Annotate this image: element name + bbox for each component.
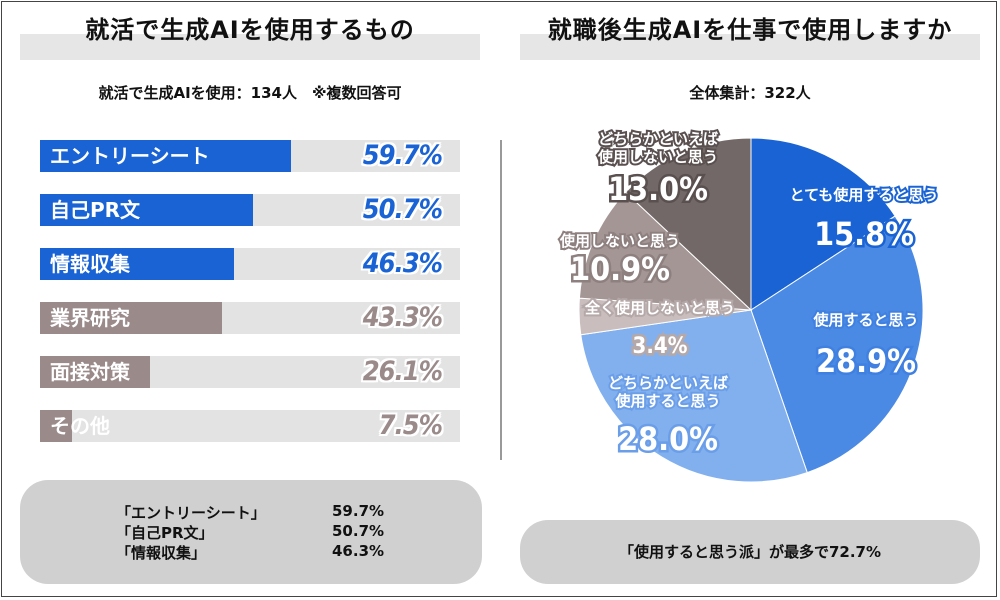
right-title: 就職後生成AIを仕事で使用しますか <box>547 16 953 44</box>
bar-row: エントリーシート 59.7% <box>40 140 460 172</box>
pie-value-label: 3.4% <box>633 334 688 359</box>
summary-label-0: 「エントリーシート」 <box>116 504 266 522</box>
right-subtitle: 全体集計：322人 <box>689 84 811 102</box>
bar <box>40 356 150 388</box>
pie-category-label: どちらかといえば <box>608 374 728 392</box>
bar-row: 業界研究 43.3% <box>40 302 460 334</box>
bar-category-label: 業界研究 <box>50 306 130 330</box>
left-summary-box: 「エントリーシート」 59.7% 「自己PR文」 50.7% 「情報収集」 46… <box>20 480 482 584</box>
panel-divider <box>500 140 502 460</box>
pie-category-label: とても使用すると思う <box>790 186 939 204</box>
bar-value-label: 43.3% <box>362 302 443 333</box>
pie-value-label: 13.0% <box>608 170 708 208</box>
left-title-band <box>20 34 480 60</box>
right-summary-text: 「使用すると思う派」が最多で72.7% <box>618 543 882 561</box>
bar-value-label: 7.5% <box>378 410 443 441</box>
summary-label-2: 「情報収集」 <box>116 544 207 562</box>
summary-value-0: 59.7% <box>332 502 385 520</box>
summary-value-2: 46.3% <box>332 542 385 560</box>
bar <box>40 302 222 334</box>
summary-value-1: 50.7% <box>332 522 385 540</box>
right-summary-box: 「使用すると思う派」が最多で72.7% <box>520 520 980 584</box>
pie-category-label: 使用すると思う <box>614 392 720 410</box>
left-title: 就活で生成AIを使用するもの <box>85 16 415 44</box>
right-title-band <box>520 34 980 60</box>
pie-category-label: どちらかといえば <box>598 130 718 148</box>
pie-slice <box>578 191 753 311</box>
pie-value-label: 28.0% <box>618 420 718 458</box>
bar <box>40 140 291 172</box>
pie-slice <box>750 215 924 474</box>
bar-row: 面接対策 26.1% <box>40 356 460 388</box>
bar-category-label: 面接対策 <box>50 360 130 384</box>
pie-value-label: 28.9% <box>816 342 916 380</box>
pie-category-label: 使用しないと思う <box>559 232 680 250</box>
pie-value-label: 15.8% <box>814 215 914 253</box>
bar-category-label: 自己PR文 <box>50 198 141 222</box>
bar-row: 情報収集 46.3% <box>40 248 460 280</box>
bar-row: その他 7.5% <box>40 410 460 442</box>
pie-category-label: 全く使用しないと思う <box>584 299 735 317</box>
bar-category-label: 情報収集 <box>50 252 130 276</box>
pie-category-label: 使用すると思う <box>812 311 918 329</box>
bar-value-label: 46.3% <box>362 248 443 279</box>
pie-slice <box>580 309 808 483</box>
pie-value-label: 10.9% <box>570 250 670 288</box>
pie-slice <box>750 137 896 311</box>
bar <box>40 410 72 442</box>
bar-category-label: その他 <box>50 414 110 438</box>
bar-row: 自己PR文 50.7% <box>40 194 460 226</box>
bar-value-label: 59.7% <box>362 140 443 171</box>
left-subtitle: 就活で生成AIを使用：134人 ※複数回答可 <box>98 84 402 102</box>
summary-label-1: 「自己PR文」 <box>116 524 214 542</box>
bar-value-label: 50.7% <box>362 194 443 225</box>
bar-track <box>40 410 460 442</box>
bar <box>40 248 235 280</box>
pie-category-label: 使用しないと思う <box>597 148 718 166</box>
bar-value-label: 26.1% <box>362 356 443 387</box>
pie-slice <box>624 137 752 312</box>
bar-category-label: エントリーシート <box>50 144 210 168</box>
bar <box>40 194 253 226</box>
